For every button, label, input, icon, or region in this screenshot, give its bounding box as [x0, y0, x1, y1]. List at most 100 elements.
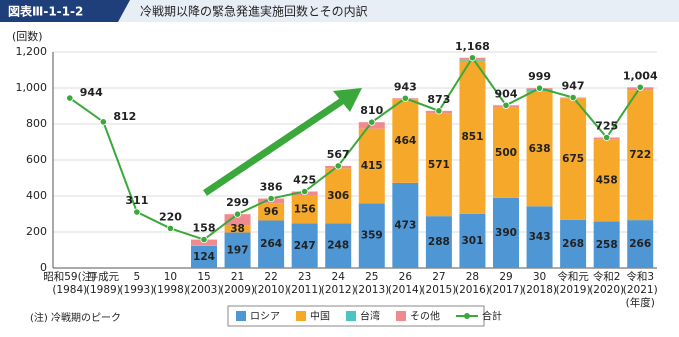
total-label: 947 [562, 80, 585, 93]
total-point [435, 107, 443, 115]
total-point [301, 187, 309, 196]
total-label: 873 [427, 93, 450, 106]
total-point [200, 235, 208, 244]
bar-segment [526, 91, 553, 207]
bar-segment [224, 225, 251, 233]
x-tick-year: (1984) [52, 284, 87, 296]
y-tick-label: 800 [26, 117, 47, 130]
bar-value-label: 96 [264, 206, 279, 218]
x-tick-label: 23 [298, 271, 311, 283]
bar-value-label: 675 [562, 153, 584, 165]
x-tick-label: 令和2 [593, 270, 621, 283]
total-label: 1,168 [455, 40, 490, 53]
total-label: 812 [113, 110, 136, 123]
x-tick-label: 27 [432, 271, 445, 283]
x-tick-year: (2020) [589, 284, 624, 296]
bar-segment [258, 203, 285, 221]
total-point [502, 101, 510, 109]
legend-swatch [396, 311, 406, 321]
total-label: 1,004 [623, 69, 658, 82]
bar-segment [459, 60, 486, 214]
chart-title: 冷戦期以降の緊急発進実施回数とその内訳 [140, 4, 368, 19]
x-tick-year: (2003) [187, 284, 222, 296]
bar-segment [358, 203, 385, 268]
bar-value-label: 359 [361, 230, 383, 242]
legend-swatch [236, 311, 246, 321]
total-point [334, 162, 342, 170]
total-point [133, 208, 141, 216]
y-tick-label: 0 [40, 261, 47, 274]
x-tick-label: 24 [332, 271, 346, 283]
total-point [233, 210, 242, 218]
legend-marker [464, 313, 470, 319]
y-tick-label: 1,200 [16, 45, 48, 58]
bar-segment [325, 168, 352, 224]
legend-label: 中国 [310, 310, 330, 323]
total-point [66, 94, 74, 102]
x-tick-year: (2011) [287, 284, 322, 296]
bar-segment [392, 182, 419, 268]
total-label: 220 [159, 210, 182, 223]
bar-value-label: 473 [394, 219, 416, 231]
x-tick-label: 25 [365, 271, 378, 283]
bar-segment [191, 245, 217, 268]
note: (注) 冷戦期のピーク [30, 311, 121, 324]
bar-segment [459, 213, 486, 268]
legend-swatch [296, 311, 306, 321]
figure-id-box [0, 0, 118, 22]
bar-segment [593, 139, 620, 222]
bar-value-label: 247 [294, 240, 316, 252]
bar-value-label: 638 [529, 143, 551, 155]
x-tick-label: 10 [164, 271, 177, 283]
x-tick-year: (2015) [421, 284, 456, 296]
total-point [368, 118, 376, 126]
total-point [267, 194, 275, 203]
bar-value-label: 722 [629, 149, 651, 161]
bar-value-label: 268 [562, 238, 584, 250]
y-axis-label: (回数) [12, 30, 43, 43]
bar-segment [493, 197, 519, 268]
total-point [99, 118, 107, 126]
total-point [166, 224, 175, 232]
total-point [468, 54, 477, 62]
bar-value-label: 288 [428, 236, 450, 248]
x-tick-label: 21 [231, 271, 244, 283]
total-point [401, 94, 409, 102]
total-label: 386 [260, 181, 283, 194]
x-tick-year: (2019) [556, 284, 591, 296]
bar-segment [325, 223, 352, 268]
total-label: 158 [193, 222, 216, 235]
x-tick-year: (1998) [153, 284, 188, 296]
bar-value-label: 301 [461, 235, 483, 247]
total-label: 999 [528, 70, 551, 83]
y-tick-label: 400 [26, 189, 47, 202]
total-label: 810 [360, 104, 383, 117]
total-label: 904 [495, 87, 518, 100]
bar-value-label: 156 [294, 204, 316, 216]
total-label: 311 [125, 194, 148, 207]
total-label: 943 [394, 80, 417, 93]
bar-value-label: 258 [596, 239, 618, 251]
bar-segment [224, 214, 251, 226]
bar-segment [627, 90, 654, 221]
bar-segment [291, 195, 318, 224]
x-tick-label: 15 [197, 271, 210, 283]
total-point [569, 93, 577, 102]
x-tick-year: (2009) [220, 284, 255, 296]
bar-value-label: 248 [327, 240, 349, 252]
bar-value-label: 571 [428, 159, 450, 171]
legend-label: 台湾 [360, 310, 380, 323]
x-tick-label: 平成元 [88, 271, 120, 283]
x-tick-year: (1993) [119, 284, 154, 296]
legend-swatch [346, 311, 356, 321]
bar-value-label: 124 [193, 251, 215, 263]
bar-segment [627, 220, 654, 268]
bar-segment [425, 113, 452, 217]
bar-segment [593, 221, 620, 268]
x-tick-year: (2021) [623, 284, 658, 296]
bar-segment [560, 98, 587, 220]
x-tick-year: (2017) [489, 284, 524, 296]
x-tick-label: 28 [466, 271, 479, 283]
x-tick-year: (2013) [354, 284, 389, 296]
